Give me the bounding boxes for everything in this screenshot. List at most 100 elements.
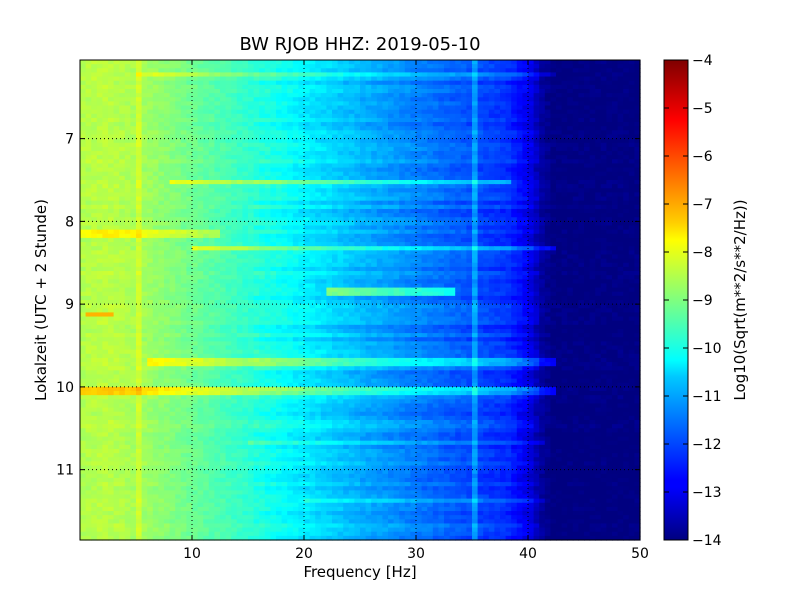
heatmap-cell	[169, 84, 176, 90]
heatmap-cell	[292, 64, 299, 69]
heatmap-cell	[494, 60, 501, 65]
heatmap-cell	[561, 171, 568, 177]
heatmap-cell	[544, 237, 551, 243]
heatmap-cell	[360, 134, 367, 140]
heatmap-cell	[550, 84, 557, 90]
heatmap-cell	[281, 80, 288, 86]
heatmap-cell	[164, 117, 171, 123]
heatmap-cell	[113, 130, 120, 136]
heatmap-cell	[404, 233, 411, 239]
heatmap-cell	[225, 97, 232, 102]
heatmap-cell	[556, 237, 563, 243]
heatmap-cell	[572, 171, 579, 177]
heatmap-cell	[298, 155, 305, 160]
heatmap-cell	[326, 242, 333, 247]
heatmap-cell	[623, 188, 630, 194]
heatmap-cell	[416, 250, 423, 256]
heatmap-cell	[533, 93, 540, 98]
heatmap-cell	[175, 196, 182, 202]
heatmap-cell	[192, 130, 199, 136]
heatmap-cell	[119, 250, 126, 256]
heatmap-cell	[96, 151, 103, 156]
heatmap-cell	[337, 109, 344, 115]
heatmap-cell	[511, 101, 518, 107]
heatmap-cell	[292, 204, 299, 210]
heatmap-cell	[337, 254, 344, 260]
heatmap-cell	[578, 76, 585, 82]
heatmap-cell	[348, 213, 355, 218]
heatmap-cell	[600, 217, 607, 222]
heatmap-cell	[584, 97, 591, 102]
heatmap-cell	[589, 192, 596, 198]
heatmap-cell	[432, 175, 439, 181]
heatmap-cell	[108, 72, 115, 78]
heatmap-cell	[320, 146, 327, 152]
heatmap-cell	[180, 225, 187, 231]
heatmap-cell	[494, 192, 501, 198]
heatmap-cell	[432, 84, 439, 90]
heatmap-cell	[147, 237, 154, 243]
heatmap-cell	[192, 64, 199, 69]
heatmap-cell	[214, 93, 221, 98]
heatmap-cell	[432, 188, 439, 194]
heatmap-cell	[438, 213, 445, 218]
heatmap-cell	[522, 200, 529, 206]
heatmap-cell	[208, 163, 215, 169]
heatmap-cell	[220, 246, 227, 251]
heatmap-cell	[326, 163, 333, 169]
heatmap-cell	[584, 171, 591, 177]
heatmap-cell	[595, 117, 602, 123]
heatmap-cell	[550, 208, 557, 214]
heatmap-cell	[309, 213, 316, 218]
heatmap-cell	[528, 142, 535, 148]
heatmap-cell	[242, 64, 249, 69]
heatmap-cell	[236, 84, 243, 90]
heatmap-cell	[500, 60, 507, 65]
heatmap-cell	[281, 68, 288, 74]
heatmap-cell	[365, 171, 372, 177]
heatmap-cell	[612, 76, 619, 82]
heatmap-cell	[152, 200, 159, 206]
heatmap-cell	[505, 159, 512, 165]
heatmap-cell	[410, 196, 417, 202]
heatmap-cell	[225, 60, 232, 65]
heatmap-cell	[623, 64, 630, 69]
heatmap-cell	[242, 192, 249, 198]
heatmap-cell	[281, 196, 288, 202]
heatmap-cell	[438, 192, 445, 198]
heatmap-cell	[186, 117, 193, 123]
heatmap-cell	[309, 97, 316, 102]
heatmap-cell	[309, 80, 316, 86]
heatmap-cell	[561, 146, 568, 152]
heatmap-cell	[304, 200, 311, 206]
heatmap-cell	[264, 76, 271, 82]
heatmap-cell	[124, 105, 131, 111]
heatmap-cell	[449, 167, 456, 173]
heatmap-cell	[180, 72, 187, 78]
heatmap-cell	[500, 184, 507, 189]
heatmap-cell	[533, 151, 540, 156]
heatmap-cell	[438, 262, 445, 268]
heatmap-cell	[175, 192, 182, 198]
heatmap-cell	[427, 134, 434, 140]
heatmap-cell	[337, 68, 344, 74]
heatmap-cell	[455, 229, 462, 235]
heatmap-cell	[175, 229, 182, 235]
heatmap-cell	[136, 80, 143, 86]
heatmap-cell	[192, 180, 199, 185]
heatmap-cell	[466, 188, 473, 194]
heatmap-cell	[119, 101, 126, 107]
heatmap-cell	[460, 117, 467, 123]
heatmap-cell	[528, 208, 535, 214]
heatmap-cell	[539, 126, 546, 131]
heatmap-cell	[326, 225, 333, 231]
heatmap-cell	[102, 254, 109, 260]
heatmap-cell	[270, 188, 277, 194]
heatmap-cell	[203, 258, 210, 264]
heatmap-cell	[141, 225, 148, 231]
heatmap-cell	[404, 163, 411, 169]
heatmap-cell	[438, 105, 445, 111]
heatmap-cell	[152, 196, 159, 202]
heatmap-cell	[477, 262, 484, 268]
heatmap-cell	[208, 262, 215, 268]
